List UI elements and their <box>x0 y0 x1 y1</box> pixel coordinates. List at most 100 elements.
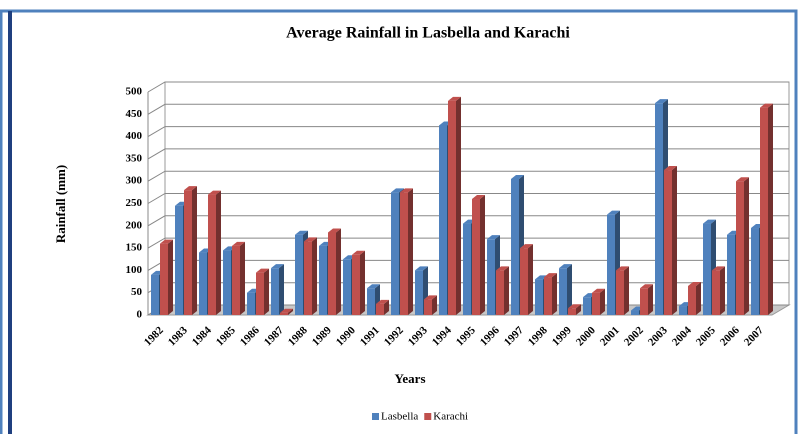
bar-top <box>400 188 413 193</box>
bar <box>520 248 528 315</box>
bar <box>280 312 288 315</box>
bar-top <box>232 241 245 246</box>
y-tick-label: 250 <box>126 197 143 209</box>
y-tick-label: 350 <box>126 152 143 164</box>
bar-3d <box>760 103 773 315</box>
x-tick-label: 1988 <box>286 324 310 348</box>
bar-3d <box>616 266 629 315</box>
bar-side <box>408 188 413 315</box>
bar <box>703 223 711 315</box>
legend-label: Karachi <box>433 411 468 423</box>
bar-top <box>424 295 437 300</box>
bar-side <box>696 282 701 315</box>
bar-3d <box>208 190 221 315</box>
bar <box>631 310 639 315</box>
bar <box>328 232 336 315</box>
bar-top <box>391 188 404 193</box>
bar-top <box>712 266 725 271</box>
bar-top <box>280 308 293 313</box>
bar-side <box>672 166 677 315</box>
grid-line <box>147 148 789 160</box>
x-tick-label: 1983 <box>166 324 190 348</box>
bar-3d <box>400 188 413 315</box>
bar <box>463 223 471 315</box>
bar <box>712 270 720 315</box>
bar-side <box>528 244 533 315</box>
bar <box>271 268 279 315</box>
bar-top <box>568 304 581 309</box>
x-tick-label: 1992 <box>382 324 406 348</box>
bar-side <box>312 237 317 315</box>
bar <box>592 292 600 315</box>
bar <box>160 243 168 315</box>
grid-line <box>147 126 789 138</box>
x-tick-label: 2001 <box>598 324 622 348</box>
bar <box>223 250 231 315</box>
bar-3d <box>664 166 677 315</box>
bar-top <box>295 230 308 235</box>
bar-top <box>415 266 428 271</box>
bar-side <box>336 228 341 315</box>
bar-3d <box>472 195 485 315</box>
bar <box>175 205 183 315</box>
y-tick-label: 450 <box>126 108 143 120</box>
bar-top <box>535 275 548 280</box>
x-tick-label: 1990 <box>334 324 358 348</box>
bar-3d <box>544 273 557 315</box>
bar-3d <box>736 177 749 315</box>
bar <box>367 288 375 315</box>
bar-side <box>768 103 773 315</box>
bar <box>295 234 303 315</box>
y-tick-label: 200 <box>126 219 143 231</box>
x-axis-label: Years <box>394 371 425 386</box>
bar-side <box>456 96 461 315</box>
x-tick-label: 1995 <box>454 324 478 348</box>
bar-3d <box>568 304 581 315</box>
bar <box>352 254 360 315</box>
bar <box>751 228 759 315</box>
bar-top <box>607 210 620 215</box>
x-tick-label: 2003 <box>646 324 670 348</box>
bar-top <box>472 195 485 200</box>
bar <box>496 270 504 315</box>
bar-top <box>487 235 500 240</box>
y-tick-label: 50 <box>131 286 143 298</box>
bar-3d <box>232 241 245 315</box>
bar-top <box>448 96 461 101</box>
grid-line <box>147 237 789 249</box>
bar-side <box>624 266 629 315</box>
bar-top <box>256 268 269 273</box>
bar <box>511 178 519 315</box>
x-tick-label: 1999 <box>550 324 574 348</box>
bar-side <box>264 268 269 315</box>
y-tick-label: 0 <box>137 309 143 321</box>
bar-top <box>352 250 365 255</box>
bar <box>343 259 351 315</box>
x-tick-label: 2007 <box>742 324 766 348</box>
y-axis-label: Rainfall (mm) <box>53 165 68 243</box>
x-tick-label: 1996 <box>478 324 502 348</box>
bar <box>232 245 240 315</box>
bar <box>199 252 207 315</box>
y-tick-label: 500 <box>126 86 143 98</box>
bar <box>607 214 615 315</box>
x-tick-label: 1991 <box>358 324 382 348</box>
bar-3d <box>496 266 509 315</box>
bar <box>487 239 495 315</box>
bar-top <box>271 264 284 269</box>
bar <box>400 192 408 315</box>
bar-top <box>328 228 341 233</box>
bar-3d <box>160 239 173 315</box>
bar-3d <box>376 299 389 315</box>
bar-3d <box>271 264 284 315</box>
x-tick-label: 1986 <box>238 324 262 348</box>
bar-side <box>240 241 245 315</box>
bar <box>391 192 399 315</box>
bar-top <box>520 244 533 249</box>
bar-top <box>160 239 173 244</box>
x-tick-label: 2002 <box>622 324 646 348</box>
bar <box>319 245 327 315</box>
x-tick-label: 1998 <box>526 324 550 348</box>
bar-3d <box>640 284 653 315</box>
